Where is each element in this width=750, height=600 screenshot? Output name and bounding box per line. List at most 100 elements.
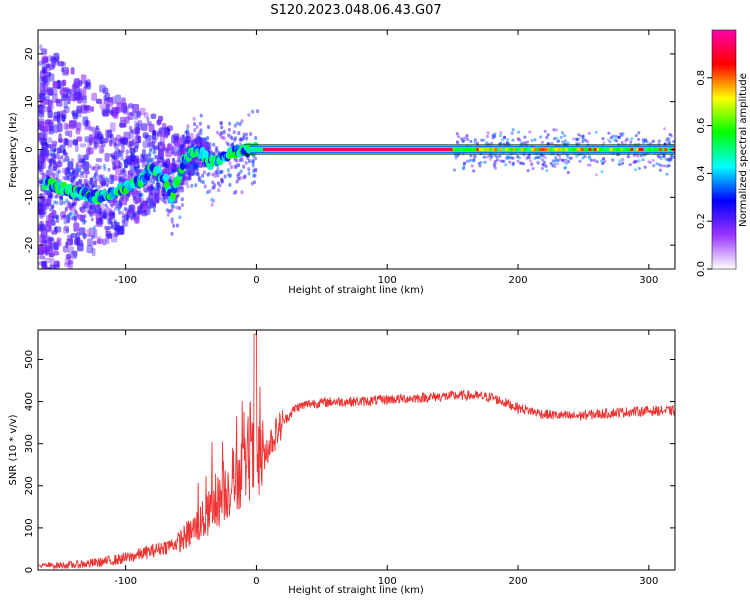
x-tick-label: 100: [378, 275, 397, 286]
spectrogram-scatter-point: [134, 120, 138, 129]
spectrogram-fringe-point: [483, 160, 487, 164]
spectrogram-scatter-point: [38, 275, 42, 281]
spectrogram-scatter-point: [77, 214, 83, 220]
spectrogram-halo-point: [227, 133, 230, 138]
spectrogram-halo-point: [118, 161, 122, 165]
spectrogram-halo-point: [178, 206, 182, 211]
spectrogram-band-segment: [659, 148, 663, 151]
spectrogram-halo-point: [214, 171, 218, 175]
spectrogram-halo-point: [213, 183, 217, 188]
spectrogram-scatter-point: [121, 220, 126, 227]
spectrogram-halo-point: [210, 197, 214, 202]
spectrogram-fringe-point: [636, 154, 640, 158]
spectrogram-scatter-point: [97, 131, 102, 140]
spectrogram-scatter-point: [41, 66, 46, 74]
spectrogram-ridge-point: [162, 173, 169, 182]
spectrogram-fringe-point: [629, 140, 633, 144]
snr-xlabel: Height of straight line (km): [288, 585, 424, 596]
spectrogram-fringe-point: [657, 139, 661, 143]
spectrogram-fringe-point: [518, 138, 522, 142]
spectrogram-halo-point: [88, 164, 92, 168]
spectrogram-halo-point: [47, 165, 51, 170]
spectrogram-scatter-point: [63, 101, 68, 109]
spectrogram-halo-point: [91, 184, 95, 189]
spectrogram-band-segment: [507, 148, 511, 151]
spectrogram-band-segment: [627, 148, 631, 151]
spectrogram-halo-point: [150, 176, 154, 181]
spectrogram-fringe-point: [517, 130, 521, 134]
spectrogram-fringe-point: [480, 138, 484, 142]
spectrogram-halo-point: [49, 161, 53, 166]
spectrogram-fringe-point: [621, 158, 625, 162]
spectrogram-halo-point: [71, 158, 75, 163]
spectrogram-scatter-point: [88, 126, 93, 132]
spectrogram-halo-point: [156, 199, 160, 204]
spectrogram-halo-point: [239, 137, 243, 142]
spectrogram-halo-point: [57, 164, 61, 169]
spectrogram-scatter-point: [84, 233, 91, 238]
spectrogram-halo-point: [51, 211, 55, 216]
spectrogram-fringe-point: [587, 131, 591, 135]
spectrogram-band-segment: [502, 148, 506, 151]
spectrogram-scatter-point: [42, 83, 46, 91]
spectrogram-halo-point: [91, 235, 95, 240]
spectrogram-scatter-point: [76, 239, 84, 247]
spectrogram-halo-point: [134, 200, 138, 205]
spectrogram-scatter-point: [38, 106, 43, 111]
spectrogram-halo-point: [110, 180, 113, 185]
spectrogram-scatter-point: [43, 75, 50, 86]
spectrogram-scatter-point: [73, 222, 80, 232]
spectrogram-band-segment: [486, 148, 490, 151]
snr-ticks: -100 0 100 200 300 0 100 200 300 400 500: [24, 330, 675, 587]
spectrogram-halo-point: [184, 147, 188, 152]
snr-panel: -100 0 100 200 300 0 100 200 300 400 500 Height of…: [8, 329, 676, 596]
spectrogram-halo-point: [105, 228, 109, 233]
spectrogram-fringe-point: [463, 161, 466, 165]
spectrogram-halo-point: [153, 149, 157, 154]
spectrogram-scatter-point: [102, 238, 107, 246]
spectrogram-fringe-point: [575, 138, 579, 142]
spectrogram-scatter-point: [39, 92, 46, 101]
spectrogram-scatter-point: [75, 128, 81, 135]
spectrogram-halo-point: [245, 136, 249, 141]
spectrogram-fringe-point: [624, 142, 627, 146]
spectrogram-fringe-point: [602, 157, 606, 161]
spectrogram-fringe-point: [531, 167, 535, 171]
spectrogram-fringe-point: [536, 160, 540, 164]
spectrogram-scatter-point: [150, 113, 157, 119]
spectrogram-fringe-point: [611, 158, 615, 162]
spectrogram-scatter-point: [39, 220, 43, 230]
spectrogram-fringe-point: [608, 140, 612, 144]
spectrogram-halo-point: [67, 158, 71, 163]
spectrogram-scatter-point: [104, 137, 109, 144]
spectrogram-fringe-point: [510, 131, 514, 135]
spectrogram-halo-point: [139, 205, 143, 209]
spectrogram-scatter-point: [158, 147, 163, 157]
spectrogram-fringe-point: [563, 166, 567, 170]
spectrogram-fringe-point: [543, 129, 547, 133]
x-tick-label: 0: [253, 275, 259, 286]
spectrogram-halo-point: [62, 214, 66, 219]
spectrogram-halo-point: [53, 227, 57, 231]
spectrogram-halo-point: [198, 121, 202, 126]
spectrogram-scatter-point: [92, 240, 97, 246]
spectrogram-halo-point: [201, 180, 205, 185]
spectrogram-fringe-point: [539, 135, 543, 139]
spectrogram-fringe-point: [566, 171, 570, 174]
spectrogram-halo-point: [152, 208, 156, 213]
spectrogram-scatter-point: [48, 240, 52, 246]
spectrogram-fringe-point: [668, 141, 671, 145]
spectrogram-scatter-point: [49, 257, 55, 268]
spectrogram-scatter-point: [156, 119, 161, 126]
spectrogram-halo-point: [109, 153, 113, 158]
spectrogram-fringe-point: [651, 139, 655, 143]
spectrogram-scatter-point: [104, 92, 111, 101]
spectrogram-halo-point: [62, 176, 66, 180]
spectrogram-fringe-point: [659, 157, 663, 161]
spectrogram-halo-point: [206, 190, 210, 195]
spectrogram-fringe-point: [469, 158, 473, 162]
spectrogram-halo-point: [195, 172, 199, 177]
spectrogram-halo-point: [148, 152, 152, 157]
spectrogram-scatter-point: [69, 237, 74, 246]
spectrogram-fringe-point: [634, 134, 638, 137]
